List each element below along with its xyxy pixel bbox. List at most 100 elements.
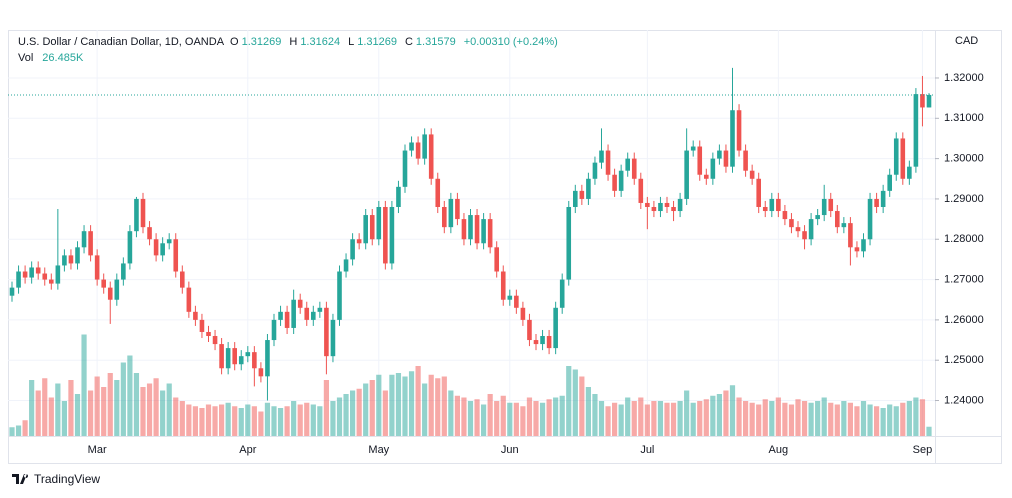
- candle-body: [579, 190, 585, 199]
- candle-body: [435, 178, 441, 207]
- candle-body: [507, 295, 513, 300]
- candle-body: [140, 198, 146, 228]
- candle-body: [645, 202, 650, 207]
- candle-body: [664, 202, 670, 207]
- candle-body: [212, 336, 218, 345]
- x-tick-label: Aug: [769, 444, 789, 456]
- volume-row: Vol 26.485K: [18, 52, 88, 64]
- volume-bar: [716, 394, 722, 436]
- candle-body: [625, 158, 630, 171]
- volume-bar: [906, 401, 912, 436]
- candle-body: [442, 206, 447, 228]
- volume-bar: [801, 401, 808, 436]
- volume-bar: [821, 397, 827, 436]
- volume-bar: [219, 404, 225, 436]
- candle-body: [428, 134, 434, 179]
- volume-bar: [101, 387, 107, 436]
- candle-body: [9, 287, 15, 296]
- open-value: 1.31269: [241, 36, 282, 48]
- x-tick-label: Sep: [913, 444, 933, 456]
- change-pct: (+0.24%): [512, 36, 558, 48]
- volume-bar: [893, 406, 899, 436]
- volume-bar: [651, 401, 657, 436]
- candle-body: [193, 311, 198, 320]
- volume-bar: [736, 397, 742, 436]
- volume-bar: [703, 399, 709, 436]
- volume-bar: [874, 406, 880, 436]
- candle-body: [461, 219, 467, 240]
- candle-body: [795, 227, 801, 232]
- candle-body: [494, 247, 499, 272]
- candle-body: [848, 223, 853, 248]
- candle-body: [147, 227, 152, 240]
- volume-bar: [363, 383, 369, 436]
- chart-frame: [8, 30, 1002, 464]
- volume-bar: [15, 425, 22, 436]
- volume-bar: [395, 373, 402, 436]
- candle-body: [271, 319, 277, 341]
- volume-bar: [644, 404, 650, 436]
- candle-body: [62, 255, 67, 266]
- volume-bar: [553, 397, 559, 436]
- candle-body: [245, 352, 251, 357]
- candle-body: [55, 265, 61, 284]
- candle-body: [94, 255, 100, 280]
- candle-body: [22, 271, 28, 278]
- volume-bar: [192, 406, 198, 436]
- price-unit: CAD: [955, 35, 978, 47]
- candle-body: [160, 243, 165, 256]
- candle-body: [546, 336, 552, 349]
- candle-body: [704, 174, 709, 179]
- volume-bar: [520, 406, 526, 436]
- volume-bar: [834, 404, 840, 436]
- volume-bar: [579, 376, 585, 436]
- x-tick-label: Mar: [88, 444, 107, 456]
- volume-bar: [677, 401, 683, 436]
- y-tick-label: 1.27000: [944, 273, 984, 285]
- candle-body: [350, 239, 355, 260]
- volume-bar: [271, 406, 277, 436]
- volume-bar: [35, 390, 41, 436]
- candle-body: [16, 271, 21, 288]
- volume-bar: [723, 390, 729, 436]
- candle-body: [166, 239, 172, 244]
- volume-bar: [539, 402, 546, 436]
- axis-layer: 1.24000 1.25000 1.26000 1.27000 1.28000 1.290…: [88, 72, 984, 456]
- candle-body: [291, 299, 296, 328]
- volume-bar: [435, 378, 441, 436]
- volume-bar: [376, 374, 382, 436]
- candle-body: [317, 307, 323, 312]
- volume-name: Vol: [18, 52, 34, 64]
- candle-body: [376, 206, 382, 240]
- candle-body: [219, 344, 224, 369]
- candle-body: [690, 146, 696, 151]
- candle-body: [68, 255, 74, 264]
- candle-layer: [8, 67, 935, 401]
- volume-bar: [9, 427, 15, 436]
- volume-bar: [749, 402, 755, 436]
- candle-body: [828, 198, 834, 212]
- candle-body: [893, 138, 899, 175]
- volume-bar: [133, 373, 140, 436]
- candle-body: [304, 307, 310, 320]
- candle-body: [533, 340, 539, 345]
- candle-body: [815, 215, 820, 220]
- candle-body: [389, 206, 395, 264]
- volume-bar: [441, 376, 447, 436]
- volume-bar: [382, 390, 388, 436]
- candle-body: [75, 247, 80, 264]
- volume-bar: [887, 404, 893, 436]
- candle-body: [638, 178, 644, 203]
- high-value: 1.31624: [300, 36, 341, 48]
- volume-bar: [533, 401, 539, 436]
- y-tick-label: 1.31000: [944, 112, 984, 124]
- candle-body: [311, 311, 316, 320]
- y-tick-label: 1.29000: [944, 193, 984, 205]
- volume-bar: [422, 383, 428, 436]
- candle-body: [808, 219, 814, 240]
- candle-body: [337, 271, 342, 320]
- y-tick-label: 1.28000: [944, 233, 984, 245]
- volume-bar: [867, 404, 873, 436]
- volume-bar: [481, 404, 487, 436]
